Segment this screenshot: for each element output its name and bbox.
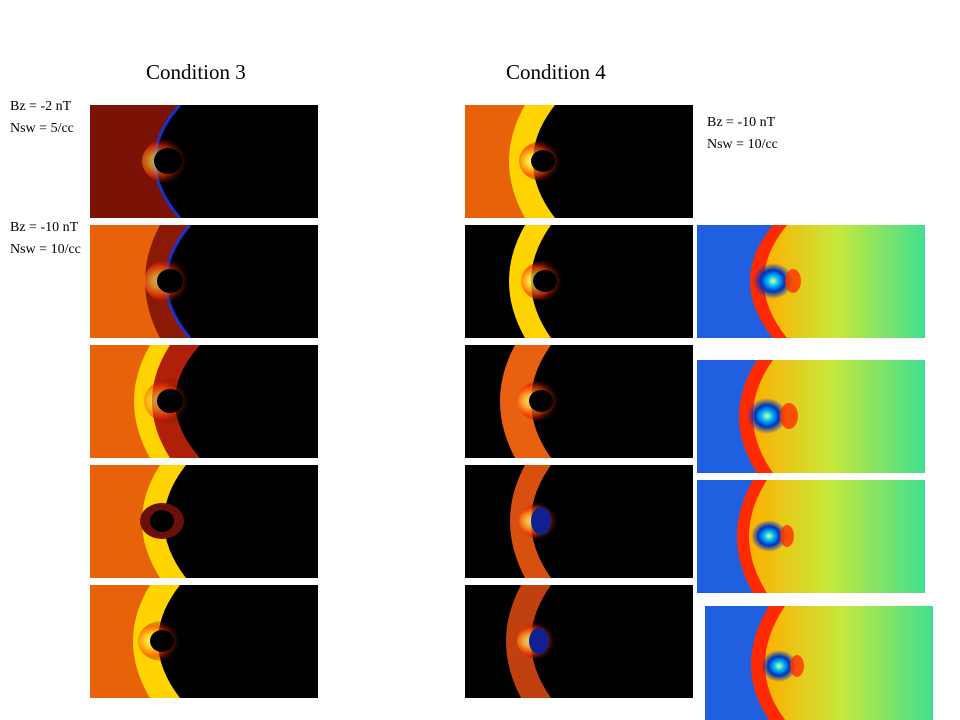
jet-panel-2 [697,360,925,473]
condition-3-panel-1 [90,105,318,218]
condition-4-bz-label: Bz = -10 nT [707,115,776,130]
condition-3-panel-4 [90,465,318,578]
condition-3-panel-2 [90,225,318,338]
condition-3-top-bz-label: Bz = -2 nT [10,99,72,114]
condition-4-panel-1 [465,105,693,218]
condition-3-mid-nsw-label: Nsw = 10/cc [10,242,81,257]
jet-panel-3 [697,480,925,593]
condition-3-panel-5 [90,585,318,698]
condition-4-panel-4 [465,465,693,578]
condition-4-nsw-label: Nsw = 10/cc [707,137,778,152]
condition-4-panel-2 [465,225,693,338]
condition-4-panel-5 [465,585,693,698]
jet-panel-1 [697,225,925,338]
jet-panel-4 [705,606,933,720]
condition-3-panel-3 [90,345,318,458]
condition-3-top-nsw-label: Nsw = 5/cc [10,121,74,136]
condition-4-heading: Condition 4 [506,60,606,84]
condition-3-heading: Condition 3 [146,60,246,84]
condition-3-mid-bz-label: Bz = -10 nT [10,220,79,235]
condition-4-panel-3 [465,345,693,458]
